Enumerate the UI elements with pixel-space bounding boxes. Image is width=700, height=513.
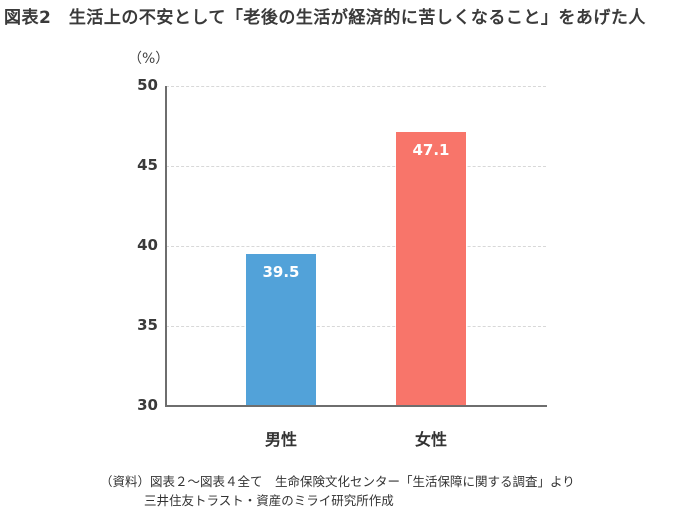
source-line-2: 三井住友トラスト・資産のミライ研究所作成 xyxy=(144,493,394,508)
x-category-male: 男性 xyxy=(264,430,297,449)
x-axis-line xyxy=(165,405,547,407)
gridline-45 xyxy=(166,166,546,167)
chart-title: 図表2 生活上の不安として「老後の生活が経済的に苦しくなること」をあげた人 xyxy=(4,8,646,28)
bar-male-value-label: 39.5 xyxy=(262,263,300,281)
gridline-35 xyxy=(166,326,546,327)
plot-area: 39.5 47.1 xyxy=(166,86,546,406)
y-tick-35: 35 xyxy=(137,316,158,334)
bar-female: 47.1 xyxy=(396,132,466,406)
x-category-female: 女性 xyxy=(414,430,447,449)
source-line-1: （資料）図表２～図表４全て 生命保険文化センター「生活保障に関する調査」より xyxy=(100,474,575,489)
y-tick-30: 30 xyxy=(137,396,158,414)
bar-female-value-label: 47.1 xyxy=(412,141,450,159)
y-tick-50: 50 xyxy=(137,76,158,94)
y-axis-unit-label: （%） xyxy=(128,51,170,67)
gridline-40 xyxy=(166,246,546,247)
gridline-50 xyxy=(166,86,546,87)
y-axis-line xyxy=(165,86,167,407)
bar-male: 39.5 xyxy=(246,254,316,406)
y-tick-40: 40 xyxy=(137,236,158,254)
source-note: （資料）図表２～図表４全て 生命保険文化センター「生活保障に関する調査」より 三… xyxy=(100,472,575,510)
y-tick-45: 45 xyxy=(137,156,158,174)
